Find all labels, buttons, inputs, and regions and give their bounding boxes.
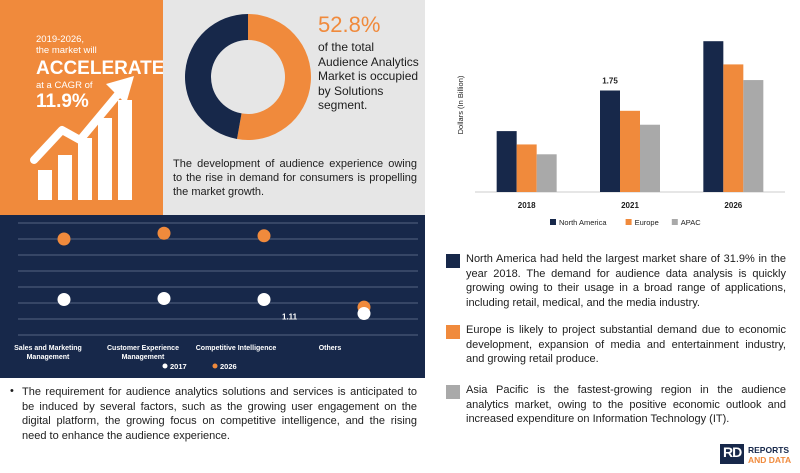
scatter-point-2017-0	[57, 292, 71, 306]
bar-legend-north-america: North America	[559, 218, 607, 227]
scatter-point-2026-0	[57, 232, 71, 246]
scatter-point-2017-2	[257, 292, 271, 306]
cagr-period: 2019-2026,	[36, 34, 85, 45]
reports-and-data-logo: RD REPORTS AND DATA	[720, 442, 795, 468]
growth-paragraph: The development of audience experience o…	[173, 158, 417, 198]
bar-legend-apac: APAC	[681, 218, 701, 227]
bar-legend-swatch-apac	[671, 219, 678, 225]
scatter-legend-2017: 2017	[170, 362, 187, 371]
cagr-rate: 11.9%	[36, 91, 89, 112]
scatter-point-2026-2	[257, 229, 271, 243]
scatter-point-2017-3	[357, 307, 371, 321]
scatter-point-2017-1	[157, 292, 171, 306]
bar-2018-north-america	[496, 131, 517, 192]
swatch-apac	[446, 385, 460, 399]
bar-2026-apac	[743, 80, 764, 192]
bar-2021-north-america	[600, 90, 620, 192]
bar-tick-2018: 2018	[518, 201, 536, 210]
bar-tick-2026: 2026	[724, 201, 742, 210]
donut-panel	[163, 0, 425, 215]
bar-legend-swatch-north-america	[550, 219, 556, 225]
scatter-legend-2026: 2026	[220, 362, 237, 371]
growth-chart-icon	[30, 76, 134, 200]
requirement-bullet: •	[10, 385, 14, 397]
logo-mark-text: RD	[723, 444, 742, 460]
scatter-data-label: 1.11	[282, 312, 298, 321]
donut-slice-other	[184, 14, 248, 140]
cagr-panel: 2019-2026, the market will ACCELERATE at…	[0, 0, 165, 215]
bar-2021-apac	[640, 124, 660, 192]
swatch-europe	[446, 325, 460, 339]
scatter-point-2026-1	[157, 226, 171, 240]
legend-text-europe: Europe is likely to project substantial …	[466, 324, 786, 365]
bar-y-axis-label: Dollars (In Billion)	[456, 75, 465, 134]
scatter-legend-dot-2026	[212, 363, 218, 369]
donut-share-value: 52.8%	[318, 12, 381, 37]
legend-apac: Asia Pacific is the fastest-growing regi…	[446, 383, 786, 433]
donut-slice-solutions	[236, 14, 311, 140]
scatter-tick-3: Others	[319, 345, 342, 352]
cagr-headline: ACCELERATE	[36, 58, 165, 79]
bar-2026-europe	[723, 64, 744, 192]
bar-2018-europe	[516, 144, 537, 192]
donut-description: of the total Audience Analytics Market i…	[318, 40, 419, 112]
bar-chart: Dollars (In Billion) 2018 2021 2026 1.75 Nort…	[456, 41, 785, 227]
bar-2026-north-america	[703, 41, 724, 193]
logo-line1: REPORTS	[748, 445, 790, 455]
scatter-tick-1: Customer Experience Management	[107, 345, 179, 361]
donut-chart	[184, 14, 311, 140]
logo-mark	[720, 444, 744, 464]
bar-data-label: 1.75	[602, 77, 618, 86]
scatter-panel	[0, 215, 425, 378]
cagr-line4: at a CAGR of	[36, 80, 93, 91]
bar-2018-apac	[536, 154, 557, 192]
legend-text-apac: Asia Pacific is the fastest-growing regi…	[466, 384, 786, 425]
bar-2021-europe	[620, 110, 640, 192]
scatter-legend-dot-2017	[162, 363, 168, 369]
bar-legend-europe: Europe	[635, 218, 659, 227]
cagr-line2: the market will	[36, 45, 97, 56]
bar-tick-2021: 2021	[621, 201, 639, 210]
bar-legend-swatch-europe	[625, 219, 632, 225]
scatter-tick-2: Competitive Intelligence	[196, 345, 277, 352]
requirement-paragraph: The requirement for audience analytics s…	[22, 386, 417, 442]
legend-europe: Europe is likely to project substantial …	[446, 323, 786, 373]
legend-text-north-america: North America had held the largest marke…	[466, 253, 786, 309]
legend-north-america: North America had held the largest marke…	[446, 252, 786, 312]
scatter-chart: 1.11 Sales and Marketing Management Custome…	[14, 222, 418, 371]
swatch-north-america	[446, 254, 460, 268]
logo-line2: AND DATA	[748, 455, 792, 465]
scatter-tick-0: Sales and Marketing Management	[14, 345, 82, 361]
